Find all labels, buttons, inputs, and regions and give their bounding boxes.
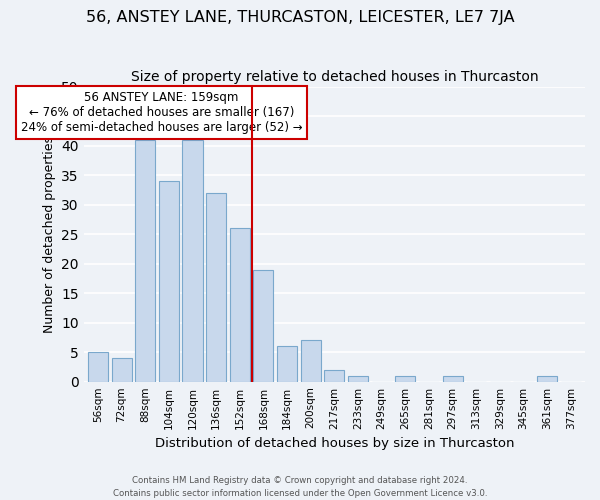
Bar [206, 193, 226, 382]
Bar [395, 376, 415, 382]
Bar [253, 270, 274, 382]
Bar [277, 346, 297, 382]
Title: Size of property relative to detached houses in Thurcaston: Size of property relative to detached ho… [131, 70, 538, 84]
Text: 56, ANSTEY LANE, THURCASTON, LEICESTER, LE7 7JA: 56, ANSTEY LANE, THURCASTON, LEICESTER, … [86, 10, 514, 25]
Text: 56 ANSTEY LANE: 159sqm
← 76% of detached houses are smaller (167)
24% of semi-de: 56 ANSTEY LANE: 159sqm ← 76% of detached… [20, 91, 302, 134]
Bar [182, 140, 203, 382]
Bar [348, 376, 368, 382]
Bar [159, 181, 179, 382]
Text: Contains HM Land Registry data © Crown copyright and database right 2024.
Contai: Contains HM Land Registry data © Crown c… [113, 476, 487, 498]
Bar [537, 376, 557, 382]
Bar [112, 358, 131, 382]
Bar [443, 376, 463, 382]
X-axis label: Distribution of detached houses by size in Thurcaston: Distribution of detached houses by size … [155, 437, 514, 450]
Bar [135, 140, 155, 382]
Bar [88, 352, 108, 382]
Bar [325, 370, 344, 382]
Y-axis label: Number of detached properties: Number of detached properties [43, 136, 56, 332]
Bar [230, 228, 250, 382]
Bar [301, 340, 321, 382]
